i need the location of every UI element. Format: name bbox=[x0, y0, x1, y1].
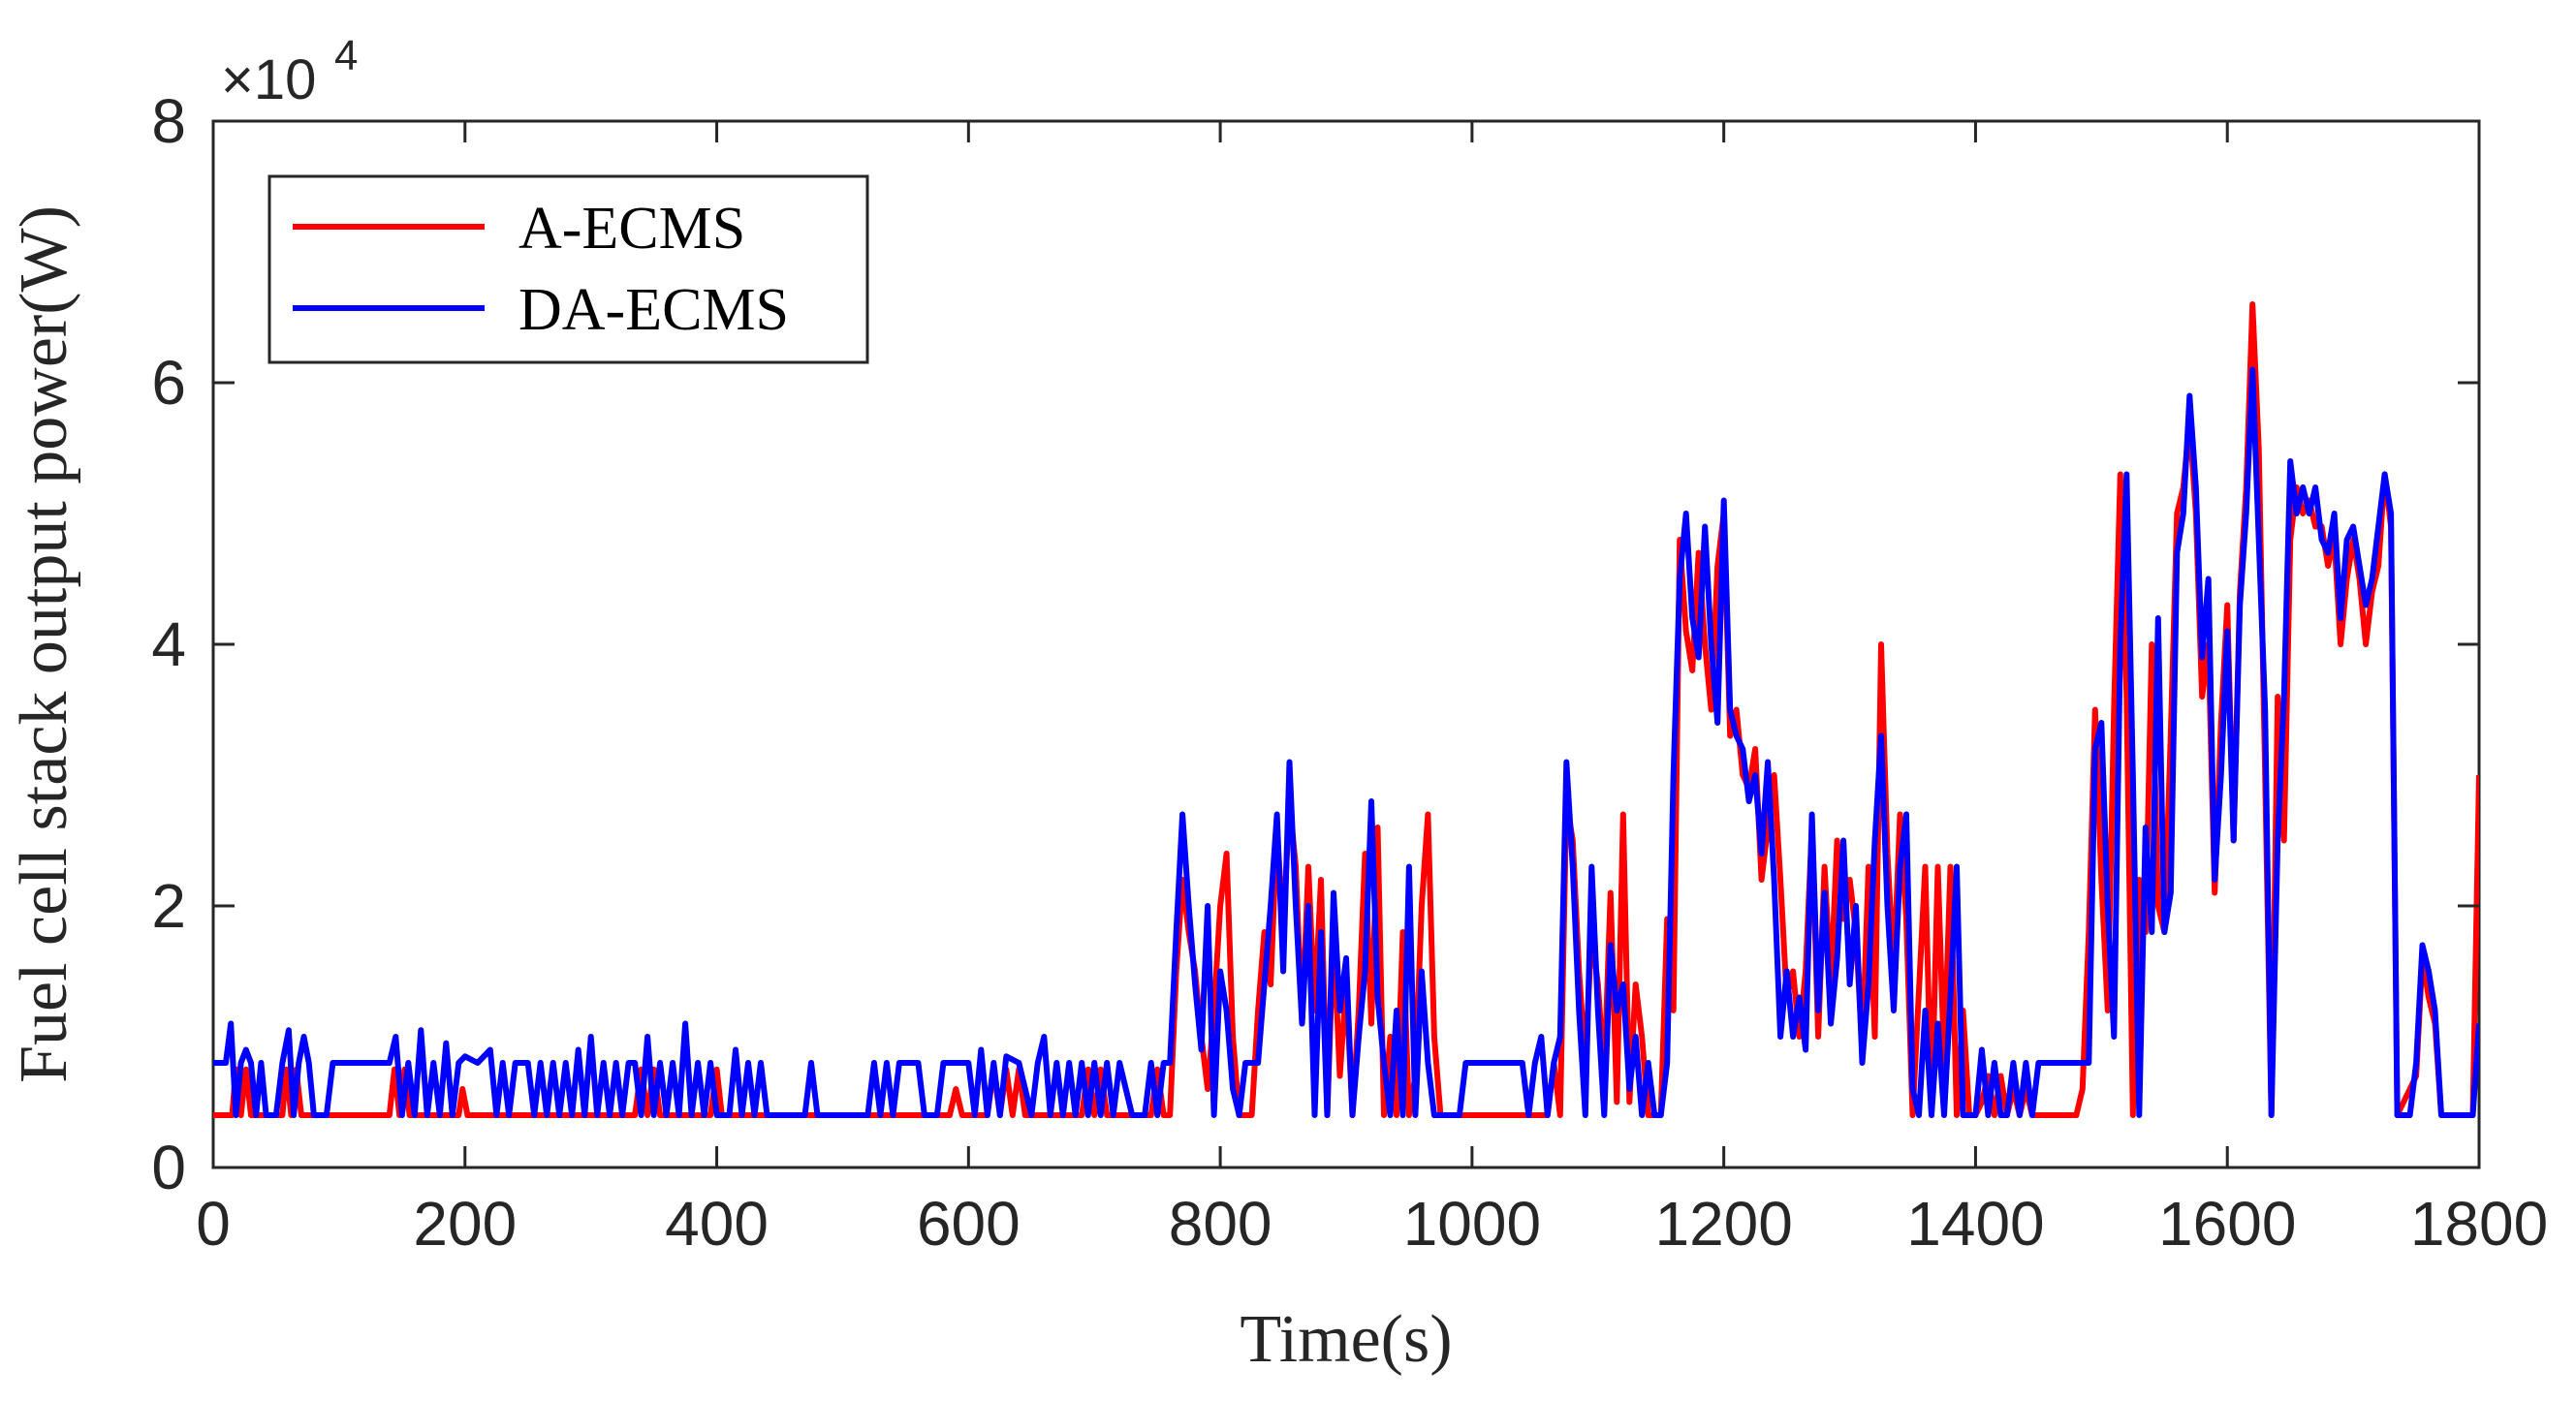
legend: A-ECMS DA-ECMS bbox=[267, 174, 869, 364]
x-axis-label: Time(s) bbox=[1240, 1302, 1452, 1377]
x-axis: 0 200 400 600 800 1000 1200 1400 1600 1800 bbox=[196, 121, 2548, 1259]
y-scale-prefix: ×10 bbox=[221, 48, 316, 111]
x-tick-label: 600 bbox=[917, 1189, 1021, 1259]
y-tick-label: 2 bbox=[151, 871, 186, 941]
legend-label-da-ecms: DA-ECMS bbox=[518, 277, 789, 343]
x-tick-label: 1000 bbox=[1403, 1189, 1541, 1259]
y-tick-label: 8 bbox=[151, 86, 186, 156]
series-line-da-ecms bbox=[213, 366, 2479, 1118]
x-tick-label: 1200 bbox=[1654, 1189, 1792, 1259]
y-tick-label: 4 bbox=[151, 609, 186, 679]
legend-label-a-ecms: A-ECMS bbox=[518, 196, 745, 262]
series-layer bbox=[213, 301, 2479, 1118]
y-scale-exponent: 4 bbox=[334, 32, 358, 79]
legend-box bbox=[267, 174, 869, 364]
x-tick-label: 200 bbox=[413, 1189, 517, 1259]
y-tick-label: 0 bbox=[151, 1133, 186, 1202]
x-tick-label: 1800 bbox=[2410, 1189, 2548, 1259]
x-tick-label: 1600 bbox=[2158, 1189, 2296, 1259]
y-tick-label: 6 bbox=[151, 348, 186, 418]
x-tick-label: 800 bbox=[1169, 1189, 1272, 1259]
y-axis-label: Fuel cell stack output power(W) bbox=[7, 205, 81, 1083]
x-tick-label: 400 bbox=[665, 1189, 769, 1259]
x-tick-label: 1400 bbox=[1906, 1189, 2044, 1259]
x-tick-label: 0 bbox=[196, 1189, 231, 1259]
y-axis: 0 2 4 6 8 bbox=[151, 86, 2479, 1202]
